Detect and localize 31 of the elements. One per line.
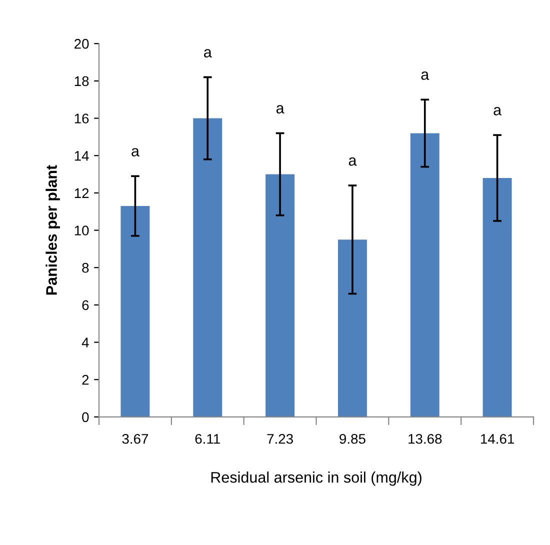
y-tick-label: 8 [82,262,89,273]
y-tick-label: 12 [74,188,89,198]
annotation: a [421,72,430,80]
annotation: a [348,157,357,166]
annotation: a [132,148,140,156]
bar [338,240,367,417]
y-tick-label: 16 [74,114,89,124]
bar [193,118,222,417]
annotation: a [204,49,212,58]
y-tick-label: 20 [74,38,89,49]
bar [120,206,150,417]
bar [410,133,440,417]
bar [266,174,295,417]
x-axis-title: Residual arsenic in soil (mg/kg) [211,472,422,486]
x-tick-label: 6.11 [195,434,220,444]
y-tick-label: 10 [74,226,89,236]
y-tick-label: 4 [82,338,89,348]
y-tick-label: 6 [82,300,89,310]
annotation: a [494,107,502,116]
x-tick-label: 9.85 [340,434,366,444]
bar [482,178,512,417]
y-tick-label: 14 [74,151,89,161]
x-tick-label: 7.23 [267,434,293,444]
y-tick-label: 0 [82,412,89,422]
x-tick-label: 13.68 [408,434,442,444]
y-tick-label: 18 [74,76,89,86]
x-tick-label: 14.61 [480,434,514,444]
y-tick-label: 2 [82,374,89,385]
annotation: a [276,105,284,114]
x-tick-label: 3.67 [122,434,148,444]
y-axis-title: Panicles per plant [46,165,60,295]
